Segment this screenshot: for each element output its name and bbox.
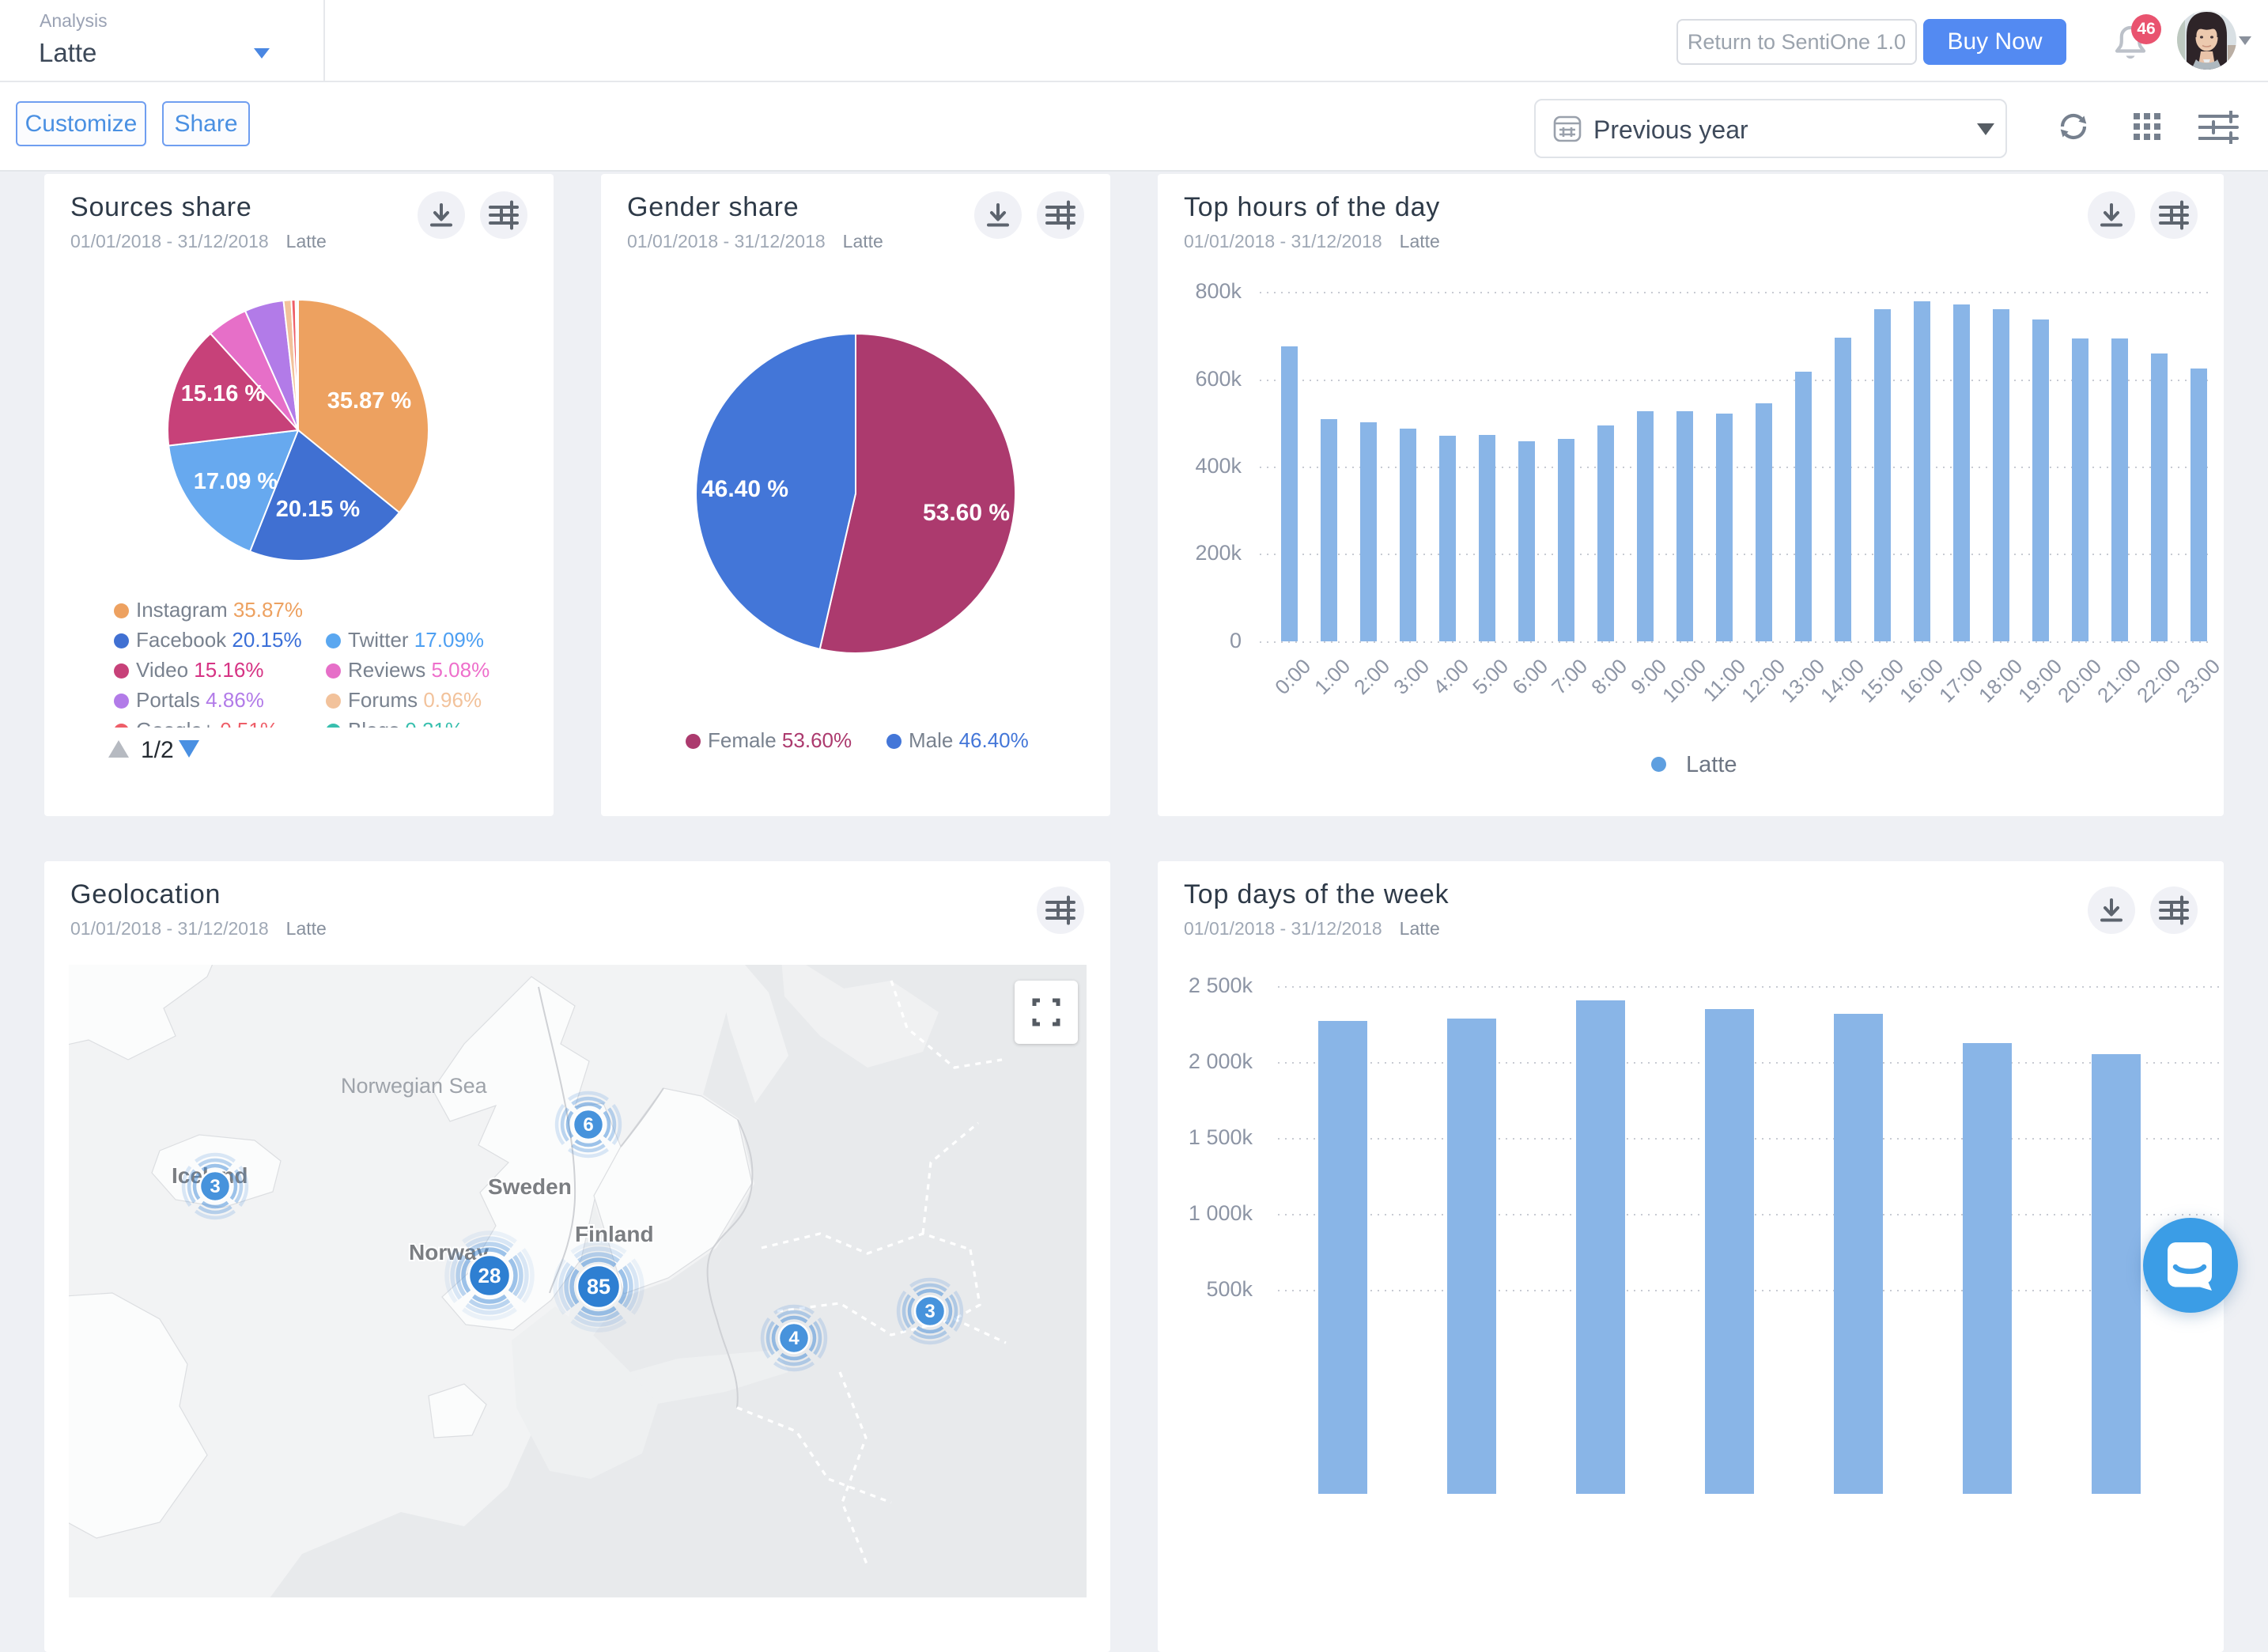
svg-text:46.40 %: 46.40 %	[701, 476, 788, 502]
svg-text:85: 85	[587, 1275, 610, 1299]
svg-text:28: 28	[478, 1264, 501, 1287]
svg-text:53.60 %: 53.60 %	[923, 500, 1010, 526]
svg-text:20.15 %: 20.15 %	[276, 497, 361, 522]
svg-text:Finland: Finland	[575, 1222, 654, 1246]
svg-text:17.09 %: 17.09 %	[194, 469, 278, 494]
svg-text:Sweden: Sweden	[488, 1174, 572, 1199]
svg-text:3: 3	[210, 1176, 220, 1197]
svg-text:35.87 %: 35.87 %	[327, 388, 412, 414]
svg-text:Norwegian Sea: Norwegian Sea	[341, 1074, 488, 1098]
svg-text:6: 6	[583, 1114, 593, 1136]
svg-text:3: 3	[924, 1301, 935, 1322]
svg-text:15.16 %: 15.16 %	[181, 381, 266, 406]
svg-text:4: 4	[788, 1328, 799, 1349]
